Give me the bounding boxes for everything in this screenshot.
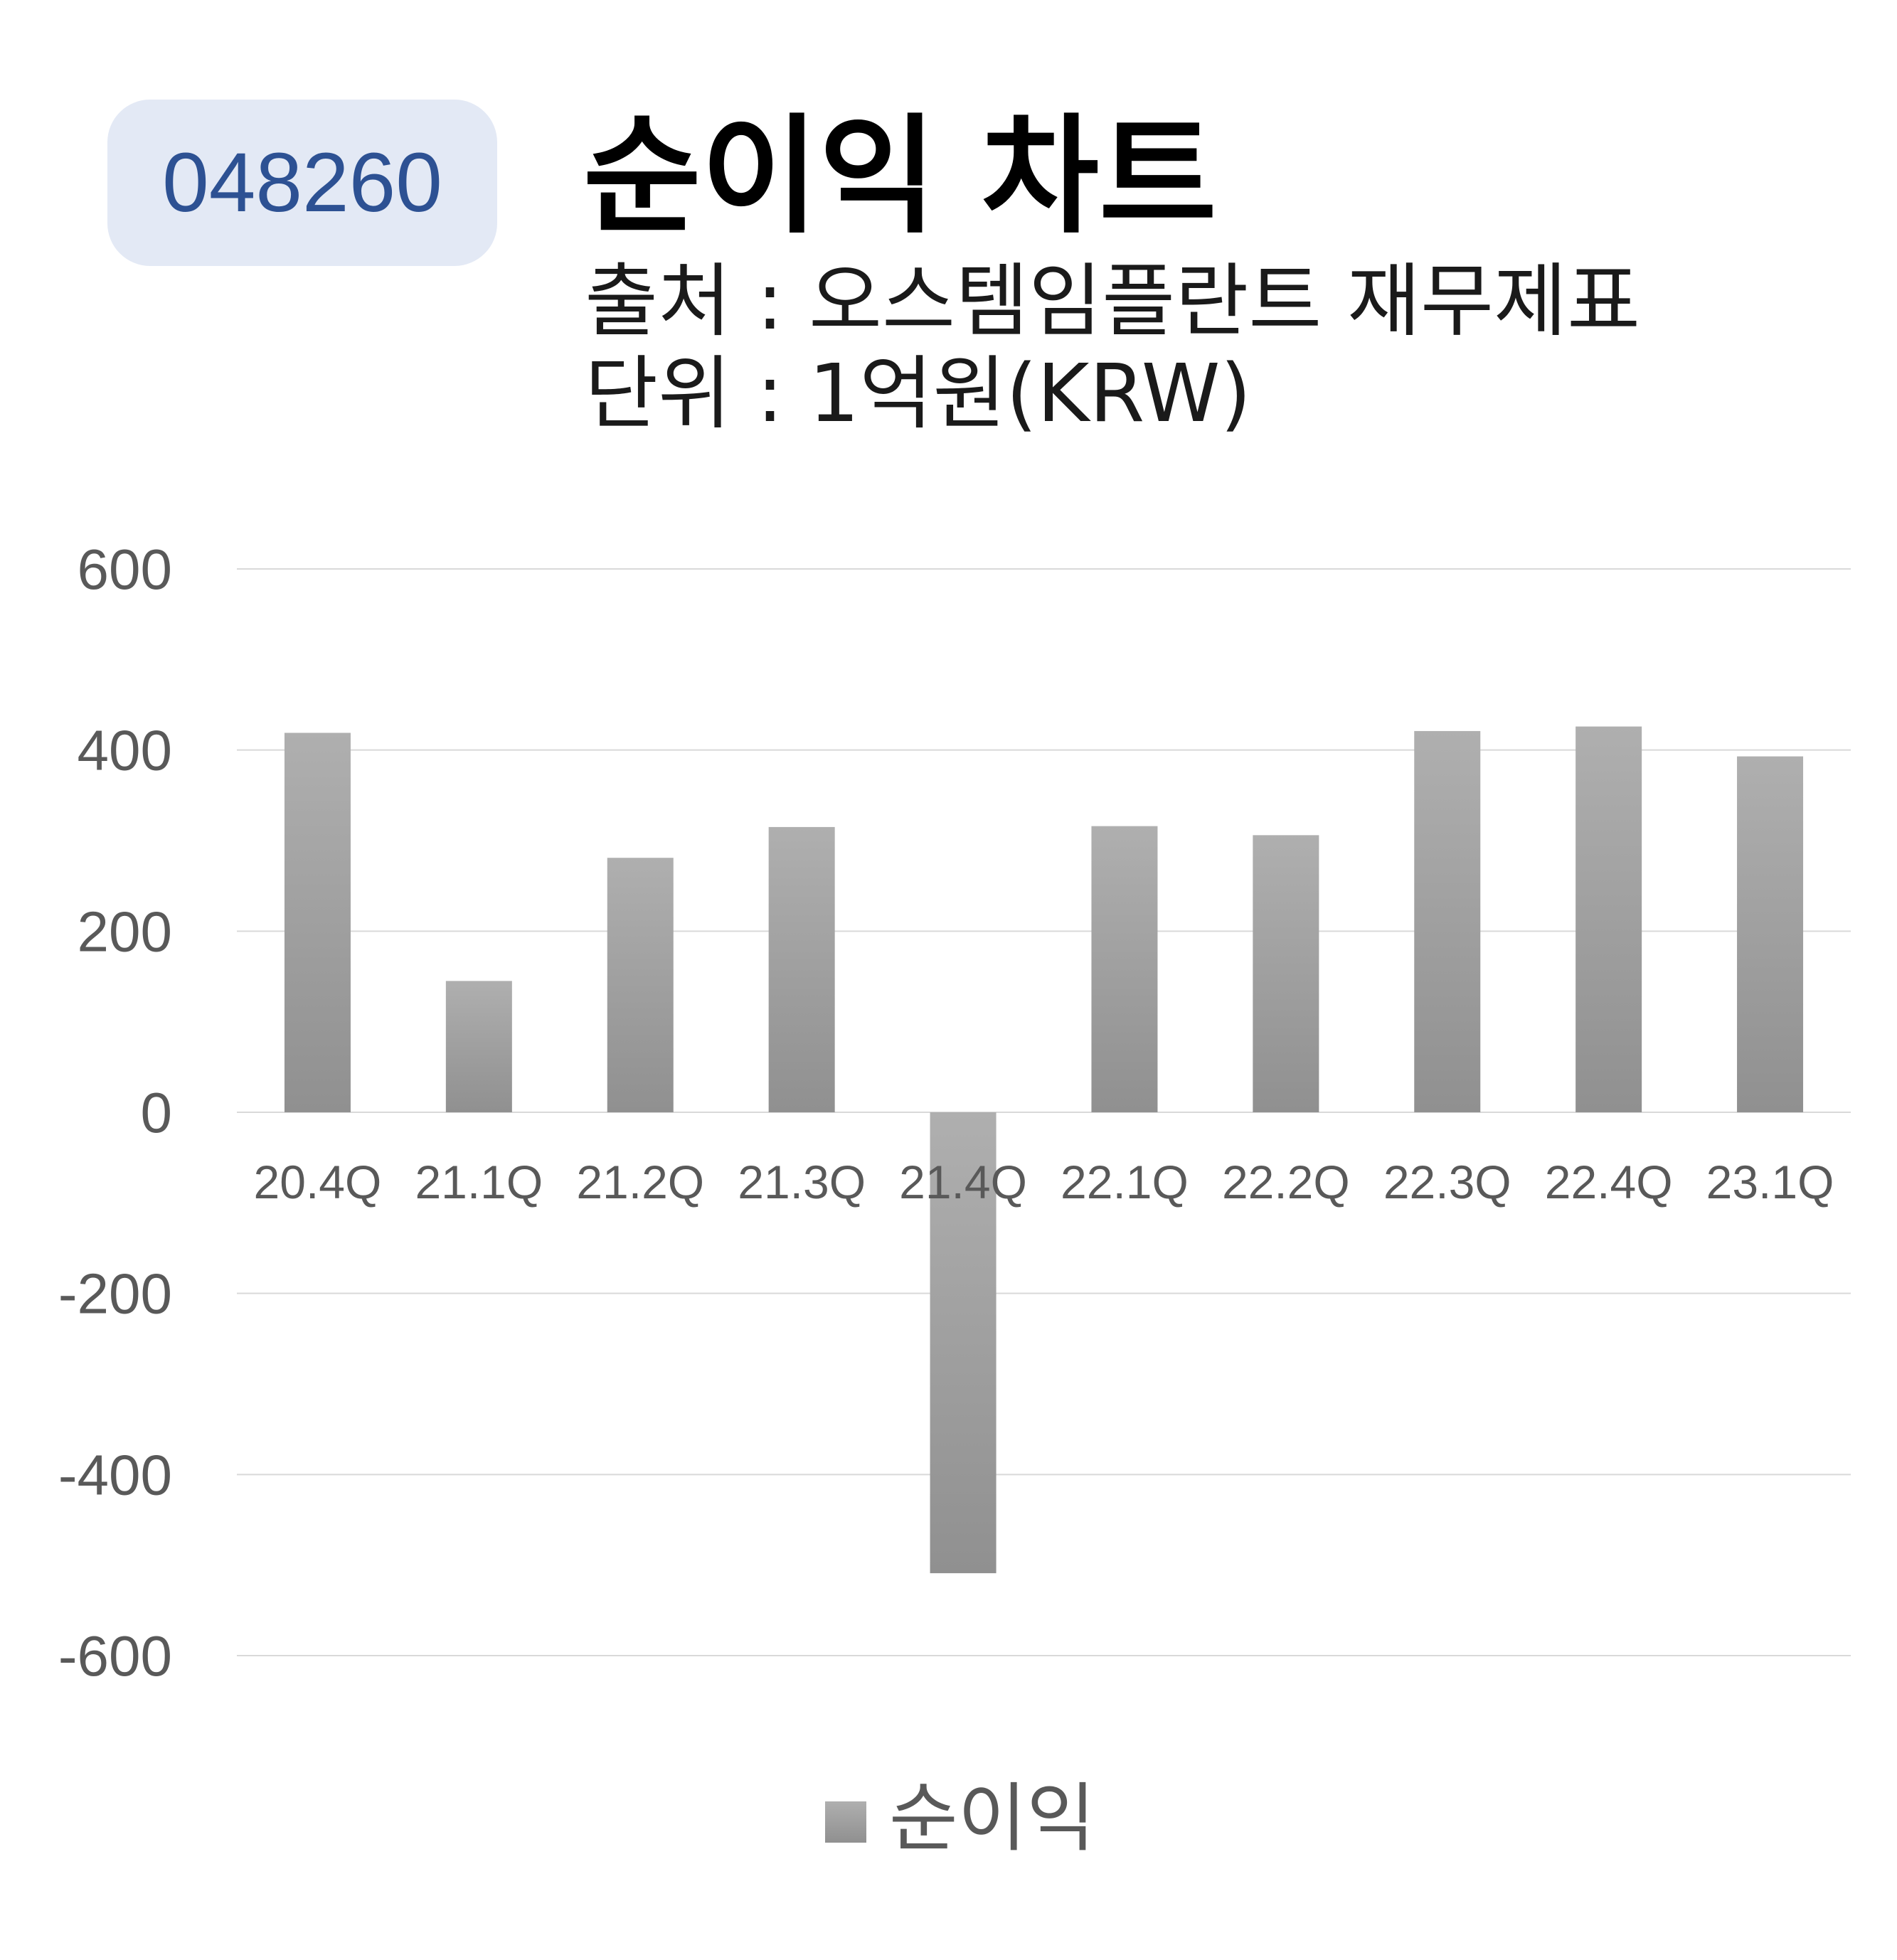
bar-21.1Q [445,981,512,1112]
bar-22.1Q [1091,826,1158,1112]
legend-swatch [825,1801,866,1843]
y-tick-label: 0 [141,1081,173,1144]
x-tick-label: 23.1Q [1706,1156,1834,1208]
bars [284,726,1804,1574]
stock-code: 048260 [162,136,442,230]
source-note: 출처 : 오스템임플란트 재무제표 [585,255,1641,348]
bar-22.4Q [1575,726,1642,1112]
bar-21.4Q [930,1112,997,1574]
x-tick-label: 22.3Q [1383,1156,1511,1208]
bar-21.2Q [607,858,674,1112]
y-tick-label: 600 [78,538,172,601]
chart-title: 순이익 차트 [583,102,1217,251]
y-tick-label: 400 [78,719,172,782]
y-tick-label: -200 [58,1262,172,1326]
x-tick-label: 22.1Q [1061,1156,1189,1208]
x-tick-label: 21.4Q [899,1156,1027,1208]
x-tick-label: 21.2Q [576,1156,704,1208]
y-tick-label: 200 [78,900,172,963]
bar-21.3Q [768,826,835,1112]
bar-22.3Q [1414,730,1481,1112]
x-tick-label: 21.3Q [738,1156,866,1208]
y-axis-ticks: 600 400 200 0 -200 -400 -600 [58,538,172,1688]
x-tick-label: 20.4Q [254,1156,382,1208]
x-tick-label: 22.2Q [1222,1156,1350,1208]
y-tick-label: -600 [58,1624,172,1688]
stock-code-badge: 048260 [107,100,497,266]
bar-22.2Q [1253,835,1319,1112]
x-axis-ticks: 20.4Q 21.1Q 21.2Q 21.3Q 21.4Q 22.1Q 22.2Q 22.3Q… [254,1156,1834,1208]
x-tick-label: 21.1Q [415,1156,543,1208]
y-tick-label: -400 [58,1443,172,1506]
legend: 순이익 [825,1775,1095,1862]
unit-note: 단위 : 1억원(KRW) [585,348,1252,440]
bar-23.1Q [1737,756,1804,1112]
x-tick-label: 22.4Q [1545,1156,1673,1208]
bar-20.4Q [284,733,351,1112]
legend-label: 순이익 [889,1775,1095,1862]
